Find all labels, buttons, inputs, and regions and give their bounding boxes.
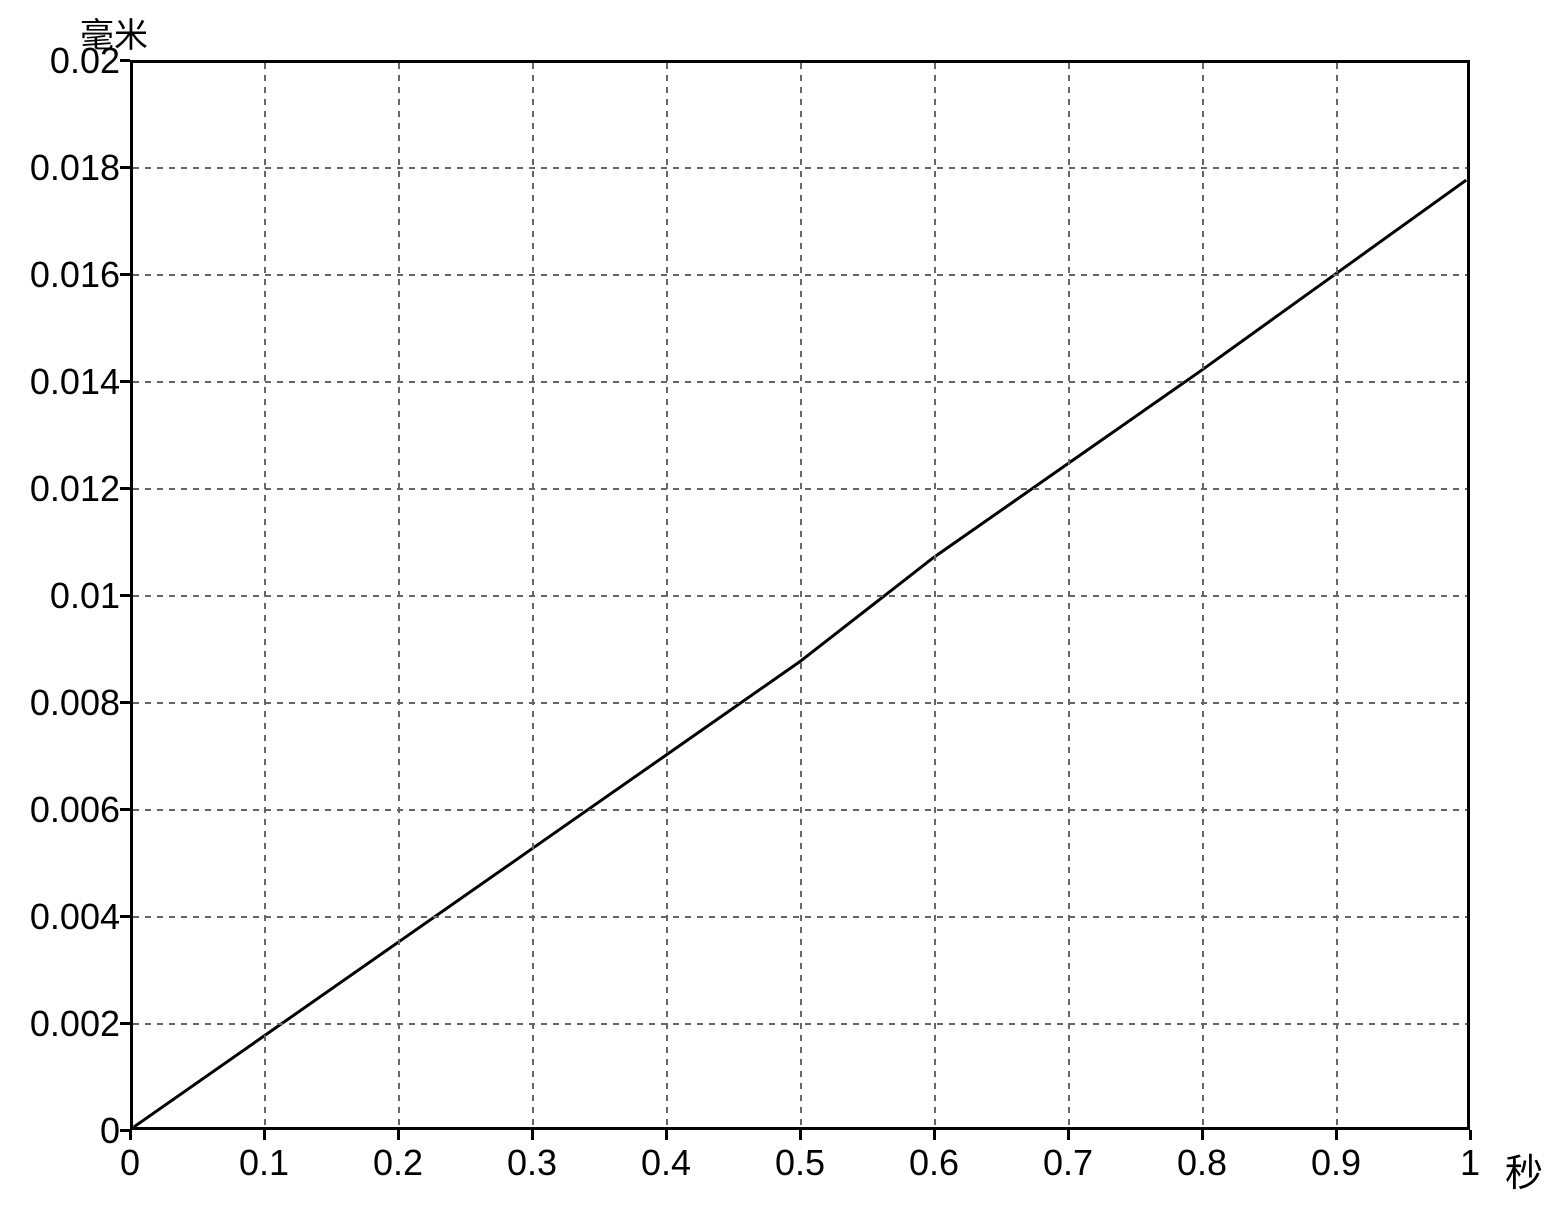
- y-tick-label: 0.014: [10, 361, 120, 403]
- x-tick-label: 0.5: [760, 1142, 840, 1184]
- gridline-vertical: [666, 63, 668, 1127]
- y-tick-mark: [120, 808, 130, 811]
- y-tick-label: 0.002: [10, 1003, 120, 1045]
- gridline-vertical: [532, 63, 534, 1127]
- y-tick-mark: [120, 915, 130, 918]
- y-tick-label: 0.02: [10, 40, 120, 82]
- x-tick-mark: [1067, 1130, 1070, 1140]
- x-tick-label: 0.6: [894, 1142, 974, 1184]
- x-tick-label: 0.2: [358, 1142, 438, 1184]
- x-tick-mark: [531, 1130, 534, 1140]
- y-tick-mark: [120, 273, 130, 276]
- gridline-vertical: [264, 63, 266, 1127]
- y-tick-mark: [120, 594, 130, 597]
- x-tick-mark: [129, 1130, 132, 1140]
- chart-container: 毫米 秒 00.0020.0040.0060.0080.010.0120.014…: [0, 0, 1560, 1212]
- y-tick-mark: [120, 487, 130, 490]
- y-tick-mark: [120, 380, 130, 383]
- y-tick-label: 0.006: [10, 789, 120, 831]
- x-tick-label: 0.3: [492, 1142, 572, 1184]
- y-tick-label: 0.004: [10, 896, 120, 938]
- gridline-vertical: [1336, 63, 1338, 1127]
- y-tick-label: 0.012: [10, 468, 120, 510]
- gridline-vertical: [1068, 63, 1070, 1127]
- x-tick-mark: [397, 1130, 400, 1140]
- y-tick-label: 0.016: [10, 254, 120, 296]
- y-tick-label: 0.01: [10, 575, 120, 617]
- x-tick-mark: [1201, 1130, 1204, 1140]
- x-axis-title: 秒: [1505, 1142, 1543, 1197]
- x-tick-mark: [933, 1130, 936, 1140]
- y-tick-mark: [120, 701, 130, 704]
- x-tick-mark: [1335, 1130, 1338, 1140]
- x-tick-label: 0.1: [224, 1142, 304, 1184]
- y-tick-mark: [120, 1022, 130, 1025]
- y-tick-mark: [120, 166, 130, 169]
- x-tick-label: 0.7: [1028, 1142, 1108, 1184]
- y-tick-label: 0.008: [10, 682, 120, 724]
- y-tick-label: 0.018: [10, 147, 120, 189]
- x-tick-mark: [263, 1130, 266, 1140]
- x-tick-mark: [1469, 1130, 1472, 1140]
- gridline-vertical: [398, 63, 400, 1127]
- x-tick-label: 0: [90, 1142, 170, 1184]
- y-tick-mark: [120, 59, 130, 62]
- gridline-vertical: [1202, 63, 1204, 1127]
- x-tick-label: 1: [1430, 1142, 1510, 1184]
- x-tick-mark: [799, 1130, 802, 1140]
- x-tick-label: 0.8: [1162, 1142, 1242, 1184]
- gridline-vertical: [934, 63, 936, 1127]
- x-tick-label: 0.9: [1296, 1142, 1376, 1184]
- x-tick-label: 0.4: [626, 1142, 706, 1184]
- gridline-vertical: [800, 63, 802, 1127]
- x-tick-mark: [665, 1130, 668, 1140]
